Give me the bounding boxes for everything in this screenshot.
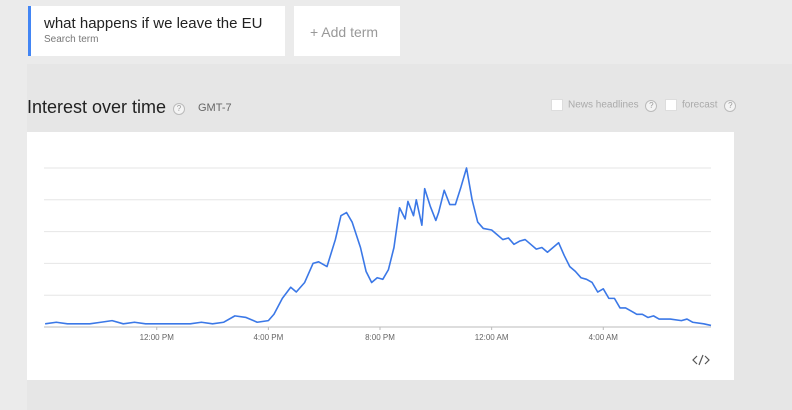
embed-icon[interactable]	[692, 354, 710, 366]
x-tick-label: 4:00 AM	[589, 333, 619, 342]
section-title: Interest over time	[27, 97, 167, 117]
timezone: GMT-7	[198, 102, 232, 114]
x-tick-label: 8:00 PM	[365, 333, 395, 342]
forecast-option[interactable]: forecast ?	[665, 99, 737, 112]
x-tick-label: 4:00 PM	[253, 333, 283, 342]
search-term[interactable]: what happens if we leave the EU	[44, 15, 263, 32]
checkbox[interactable]	[665, 99, 677, 111]
checkbox[interactable]	[551, 99, 563, 111]
search-term-card[interactable]: what happens if we leave the EU Search t…	[28, 6, 285, 56]
news-option[interactable]: News headlines ?	[551, 99, 658, 112]
x-tick-label: 12:00 AM	[475, 333, 509, 342]
option-label: forecast	[682, 99, 718, 111]
option-label: News headlines	[568, 99, 639, 111]
line-series	[45, 167, 712, 327]
chart-panel: 12:00 PM 4:00 PM 8:00 PM 12:00 AM 4:00 AM	[27, 132, 734, 380]
help-icon[interactable]: ?	[645, 99, 658, 112]
help-icon[interactable]: ?	[173, 103, 185, 115]
add-term[interactable]: + Add term	[294, 6, 400, 56]
x-tick-label: 12:00 PM	[140, 333, 175, 342]
search-term-label: Search term	[44, 34, 99, 45]
chart: 12:00 PM 4:00 PM 8:00 PM 12:00 AM 4:00 AM	[44, 167, 712, 366]
help-icon[interactable]: ?	[724, 99, 737, 112]
